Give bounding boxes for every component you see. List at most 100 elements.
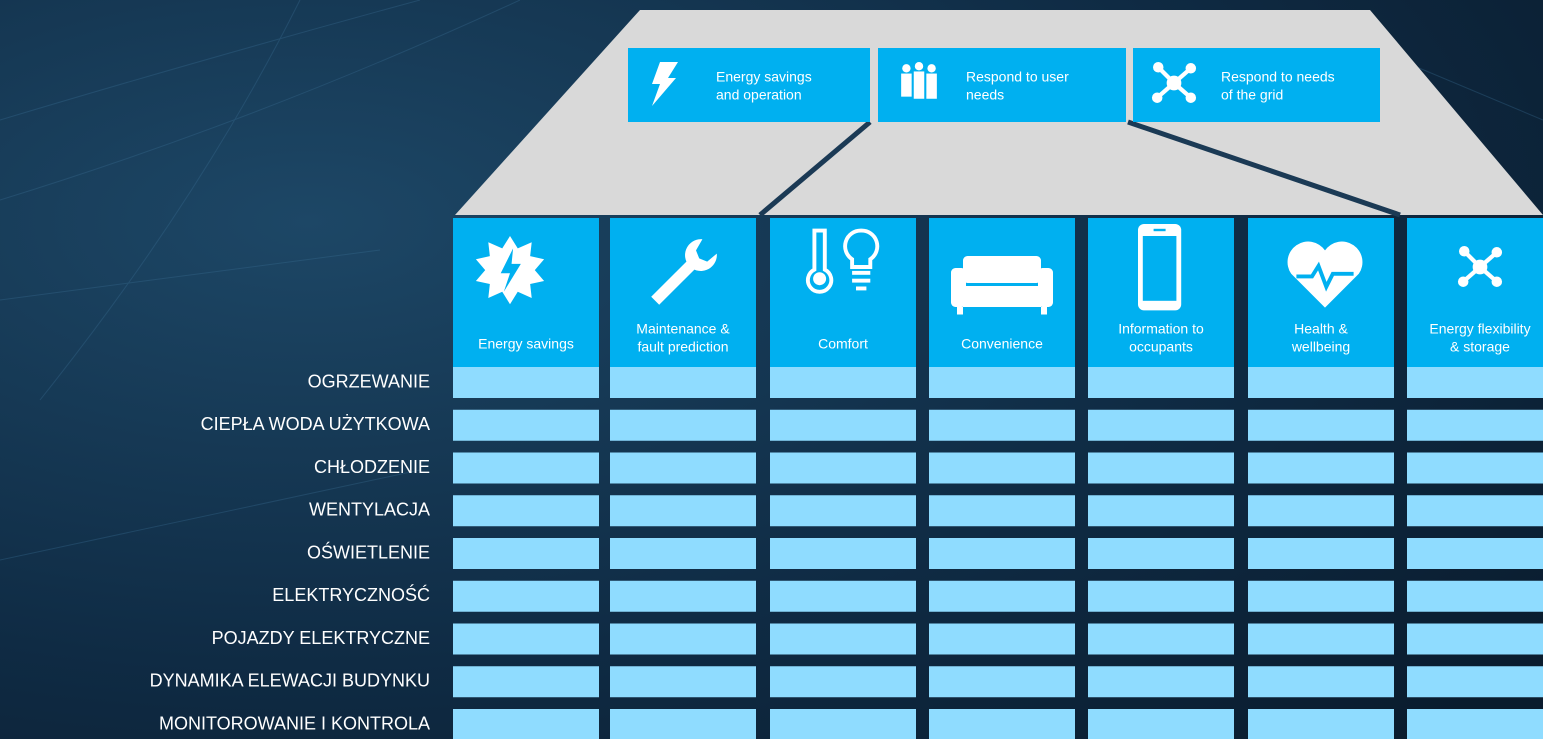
cell [929,495,1075,527]
cell [453,623,599,655]
icon [1138,224,1182,311]
cell [610,409,756,441]
icon-shape [901,73,912,97]
cell [1088,623,1234,655]
icon-shape [1287,241,1363,308]
group-label: Respond to needs [1221,69,1335,85]
group-label: needs [966,87,1004,103]
icon-shape [500,248,521,292]
cell [770,495,916,527]
row-label: WENTYLACJA [309,500,430,520]
column-label: & storage [1450,339,1510,355]
cell [1088,367,1234,398]
cell [929,580,1075,612]
row-label: OŚWIETLENIE [307,541,430,562]
icon-shape [1038,268,1053,307]
icon-shape [1472,259,1488,275]
column-label: wellbeing [1291,339,1350,355]
cell [453,452,599,484]
icon-shape [856,286,867,291]
row-label: POJAZDY ELEKTRYCZNE [212,628,430,648]
icon [1151,62,1197,103]
cell [1407,580,1543,612]
icon-shape [1153,228,1166,232]
icon-shape [1151,92,1163,103]
cell [929,709,1075,739]
group-label: Energy savings [716,69,812,85]
icon-shape [652,62,678,106]
column: Maintenance & fault prediction [610,218,756,739]
cell [610,580,756,612]
column-label: Comfort [818,336,868,352]
icon-shape [843,228,880,269]
icon-shape [1459,246,1470,257]
column: Information to occupants [1088,218,1234,739]
icon-shape [1296,261,1354,292]
cell [1407,666,1543,698]
cell [929,538,1075,569]
row-label: ELEKTRYCZNOŚĆ [272,584,430,605]
icon [901,62,937,99]
group-label: Respond to user [966,69,1069,85]
cell [1088,580,1234,612]
icon-shape [1185,92,1197,103]
icon [475,236,545,305]
cell [610,538,756,569]
row-label: OGRZEWANIE [308,371,430,391]
cell [1248,452,1394,484]
icon-shape [951,268,966,307]
cell [770,367,916,398]
cell [1407,495,1543,527]
icon [805,228,880,294]
icon-shape [651,239,717,305]
cell [1248,367,1394,398]
icon-shape [1185,63,1197,74]
cell [453,580,599,612]
cell [453,409,599,441]
column-label: Information to [1118,321,1204,337]
icon-shape [914,62,924,71]
cell [453,666,599,698]
cell [1088,495,1234,527]
cell [1407,452,1543,484]
cell [929,367,1075,398]
cell [770,666,916,698]
cell [1407,409,1543,441]
cell [610,367,756,398]
cell [1088,709,1234,739]
cell [770,623,916,655]
icon-shape [813,272,827,286]
cell [610,623,756,655]
column: Energy flexibility & storage [1407,218,1543,739]
cell [453,367,599,398]
column-label: occupants [1129,339,1193,355]
column-label: Health & [1294,321,1348,337]
group-box: Respond to user needs [878,48,1126,122]
icon-shape [1491,276,1503,287]
column: Energy savings [453,218,599,739]
cell [1407,709,1543,739]
cell [929,452,1075,484]
cell [1248,409,1394,441]
column-header [1407,218,1543,368]
group-label: of the grid [1221,87,1283,103]
cell [1248,580,1394,612]
icon-shape [1166,75,1182,91]
column-label: Convenience [961,336,1043,352]
cell [770,409,916,441]
column-label: Maintenance & [636,321,730,337]
icon-shape [805,228,834,294]
column-header [770,218,916,368]
cell [453,495,599,527]
cell [1407,538,1543,569]
cell [1088,452,1234,484]
cell [770,452,916,484]
cell [1088,409,1234,441]
group-box: Energy savings and operation [628,48,870,122]
cell [610,495,756,527]
column: Convenience [929,218,1075,739]
icon-shape [913,71,925,99]
cell [770,580,916,612]
background-lines [0,0,1543,561]
